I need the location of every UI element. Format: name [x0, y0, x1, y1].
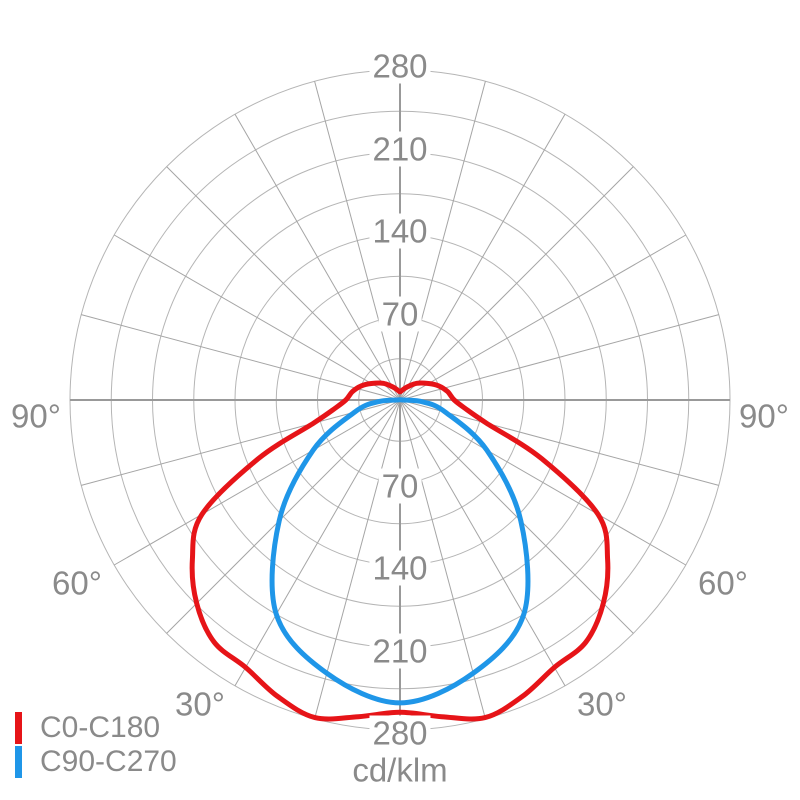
grid-spoke: [399, 399, 687, 566]
grid-spoke: [399, 314, 719, 401]
curve-c0-c180: [189, 380, 611, 722]
grid-spoke: [113, 234, 401, 401]
grid-spoke: [399, 399, 719, 486]
grid-spoke: [113, 399, 401, 566]
angle-label: 30°: [175, 685, 225, 723]
radial-tick-label-top: 70: [378, 296, 422, 331]
curve-c90-c270: [269, 397, 531, 706]
grid-spoke: [399, 166, 634, 401]
angle-label: 90°: [739, 397, 789, 435]
grid-spoke: [399, 81, 486, 401]
grid-spoke: [399, 399, 566, 687]
radial-tick-label-top: 280: [369, 48, 431, 84]
grid-spoke: [81, 399, 401, 486]
grid-spoke: [399, 399, 486, 719]
legend-item-c0-c180: C0-C180: [15, 712, 177, 744]
legend-item-c90-c270: C90-C270: [15, 746, 177, 778]
radial-tick-label-bottom: 210: [369, 633, 431, 668]
legend-swatch-red: [15, 712, 22, 744]
angle-label: 30°: [577, 685, 627, 723]
grid-spoke: [234, 113, 401, 401]
radial-tick-label-top: 210: [369, 131, 431, 166]
grid-spoke: [234, 399, 401, 687]
grid-spoke: [314, 81, 401, 401]
unit-label: cd/klm: [352, 751, 448, 789]
grid-spoke: [166, 399, 401, 634]
legend-label-c90-c270: C90-C270: [40, 745, 177, 778]
radial-tick-label-bottom: 70: [378, 468, 422, 503]
angle-label: 60°: [698, 564, 748, 602]
grid-spoke: [399, 113, 566, 401]
angle-label: 90°: [11, 397, 61, 435]
radial-tick-label-bottom: 140: [369, 550, 431, 586]
radial-tick-label-bottom: 280: [369, 715, 431, 751]
angle-label: 60°: [52, 564, 102, 602]
grid-spoke: [399, 234, 687, 401]
grid-spoke: [81, 314, 401, 401]
grid-spoke: [399, 399, 634, 634]
legend: C0-C180 C90-C270: [15, 712, 177, 778]
grid-spoke: [314, 399, 401, 719]
grid-spoke: [166, 166, 401, 401]
legend-swatch-blue: [15, 746, 22, 778]
radial-tick-label-top: 140: [369, 213, 431, 249]
legend-label-c0-c180: C0-C180: [40, 711, 161, 744]
